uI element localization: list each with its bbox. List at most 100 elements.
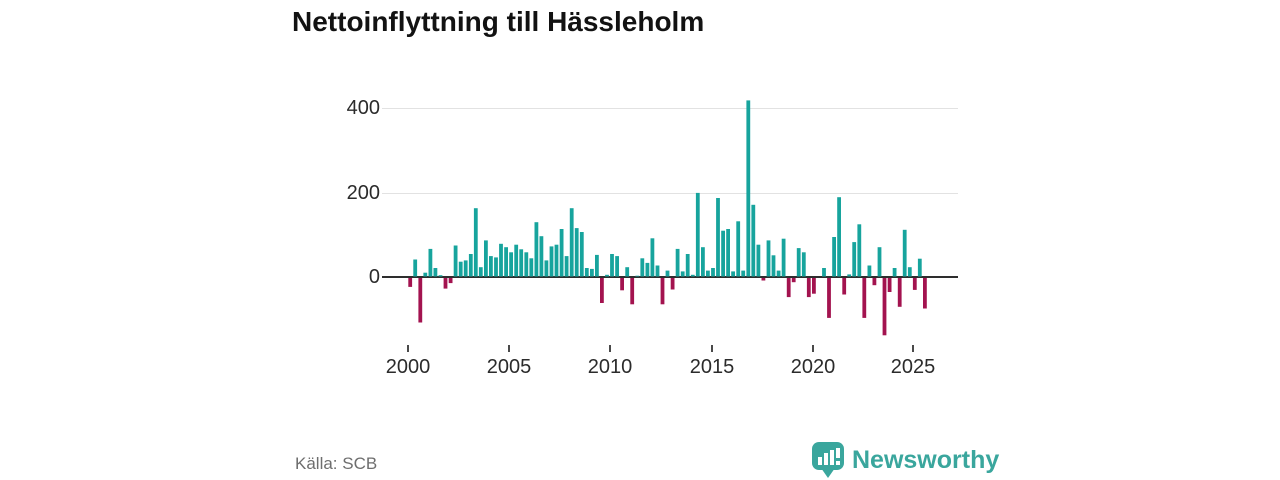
bar [827,278,831,318]
bar [731,271,735,277]
bar [549,246,554,277]
bar [796,248,801,277]
bar [877,247,882,277]
bar [741,270,746,277]
bar [746,100,751,277]
bar [408,278,413,287]
bar [867,265,872,277]
bar [670,278,675,290]
bar [721,230,725,277]
bar [418,278,423,323]
chart-title: Nettoinflyttning till Hässleholm [292,6,705,37]
bar [685,254,690,277]
bar [590,268,594,277]
bar [786,278,791,298]
bar [595,254,599,277]
bar [756,244,761,277]
bar [443,278,448,289]
bar [484,240,488,277]
bar [478,267,483,277]
x-tick-2000 [407,345,409,352]
bar [468,254,473,277]
bar [600,278,604,303]
bar [569,208,574,277]
grid-line-400 [382,108,958,109]
bar [701,247,705,277]
brand-name: Newsworthy [852,446,999,474]
bar [923,278,927,309]
bar [680,271,685,277]
bar [882,278,887,336]
bar [494,257,498,277]
x-tick-2020 [812,345,814,352]
bar [428,248,433,277]
bar [544,260,549,277]
bar [761,278,766,281]
bar [433,268,438,277]
grid-line-200 [382,193,958,194]
bar [473,208,478,277]
bar [776,270,781,277]
bar [564,256,569,277]
bar [554,244,559,277]
bar [625,267,630,277]
bar [751,204,756,277]
bar [852,242,857,277]
x-axis-label-2000: 2000 [385,356,431,378]
bar [605,274,609,277]
bar [499,243,503,277]
newsworthy-logo: Newsworthy [812,442,999,478]
bar [736,221,741,277]
x-axis-label-2010: 2010 [587,356,633,378]
bar [706,270,710,277]
bar [519,249,524,277]
bar-chart-map-pin-icon [812,442,844,478]
bar [902,229,907,277]
bar [917,258,922,277]
bar [872,278,877,286]
bar [862,278,867,318]
bar [448,278,453,284]
bar [615,256,619,277]
bar [630,278,635,305]
bar [675,248,680,277]
bar [801,252,806,277]
bar [610,254,614,277]
bar [847,274,852,277]
x-axis-label-2005: 2005 [486,356,532,378]
bar [635,275,640,277]
y-axis-label-400: 400 [346,97,380,119]
bar [912,278,917,290]
bar [907,267,912,277]
bar [579,232,584,277]
source-note: Källa: SCB [295,454,378,473]
bar [514,244,519,277]
bar [766,240,771,277]
bar [655,265,660,277]
y-axis-label-200: 200 [346,182,380,204]
bar [534,222,539,277]
bar [842,278,847,295]
x-axis-label-2015: 2015 [689,356,735,378]
bar [716,198,720,277]
bar [726,229,730,277]
bar [812,278,816,294]
bar [690,274,695,277]
bar [438,275,443,277]
bar [887,278,892,292]
bar [509,252,513,277]
bar [892,268,897,277]
bar [413,259,418,277]
bar [458,261,463,277]
bar [584,268,589,277]
y-axis-label-0: 0 [368,266,380,288]
bar [695,192,700,277]
bar [504,247,508,277]
bar [791,278,796,283]
x-axis-label-2020: 2020 [790,356,836,378]
x-tick-2010 [609,345,611,352]
x-tick-2025 [912,345,914,352]
bar [665,270,670,277]
